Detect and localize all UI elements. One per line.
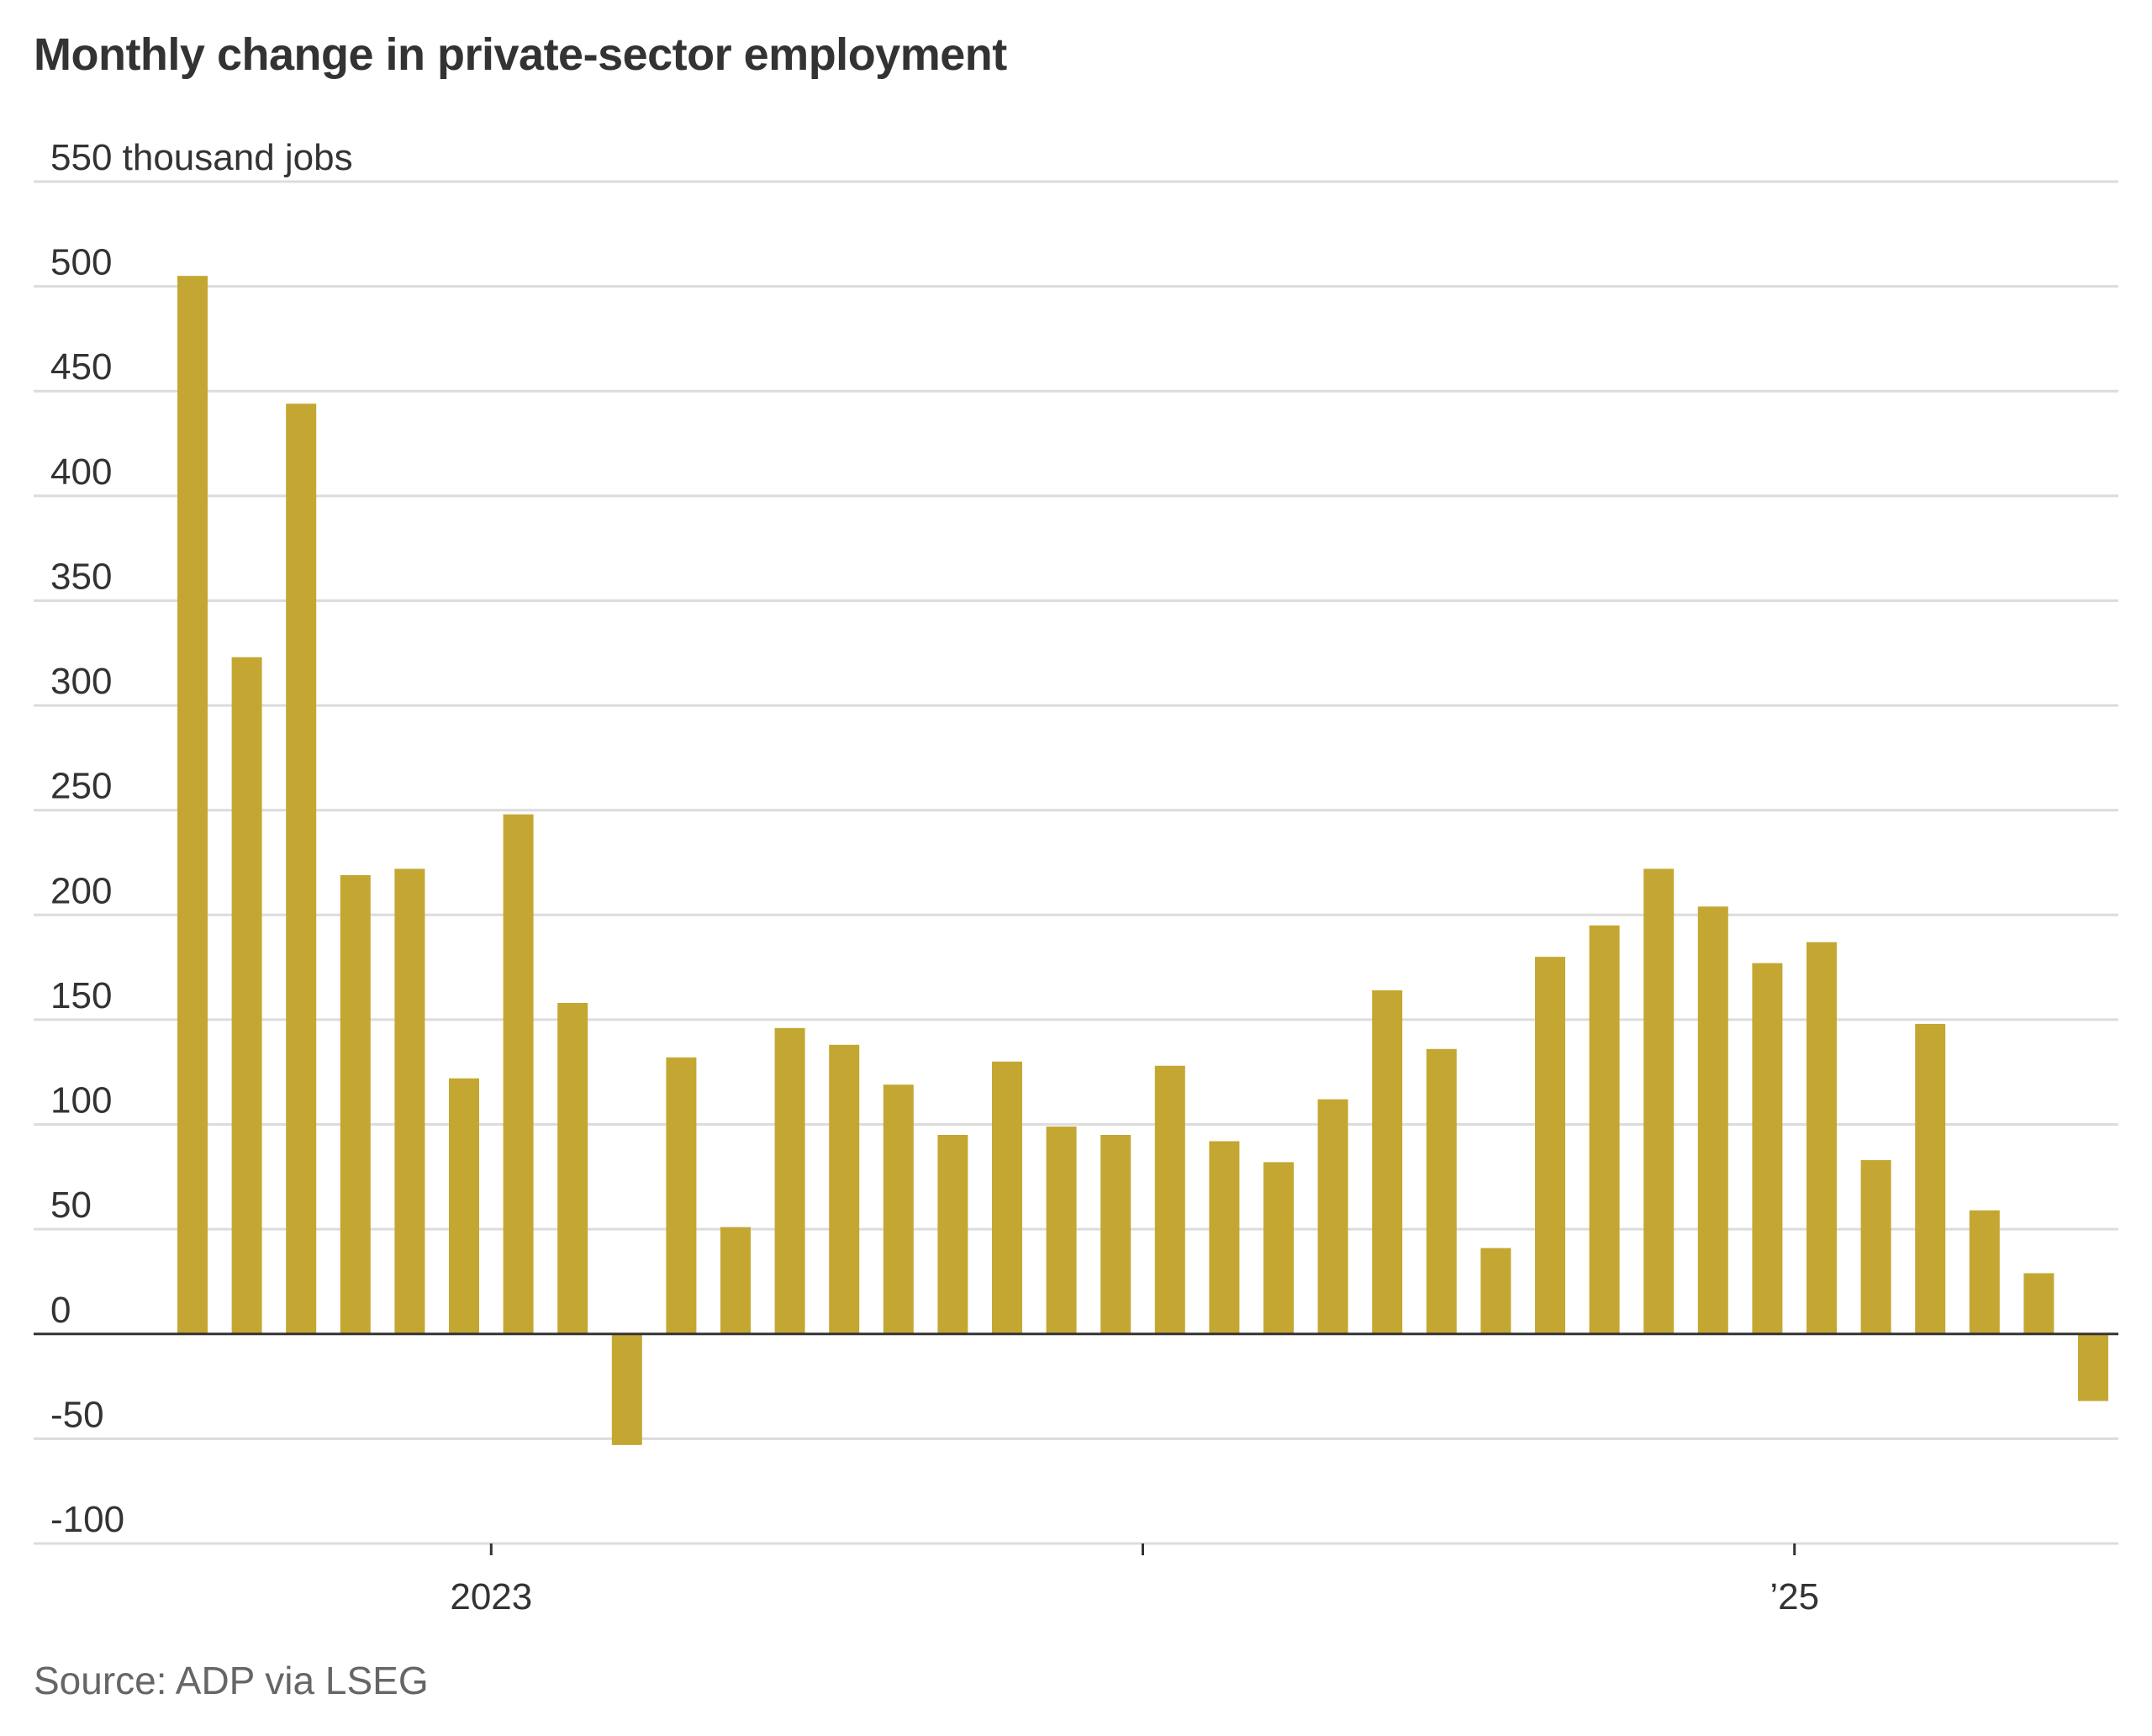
x-tick-label: 2023 [450, 1576, 532, 1617]
bar [1969, 1210, 2000, 1334]
bar [883, 1084, 914, 1334]
bar [1154, 1065, 1185, 1334]
bar [829, 1044, 860, 1334]
bar [1860, 1159, 1891, 1334]
y-tick-label: 550 thousand jobs [50, 137, 353, 178]
bars [177, 276, 2108, 1445]
bar [774, 1027, 805, 1334]
bar [449, 1078, 479, 1334]
bar [1372, 990, 1403, 1334]
bar [1915, 1023, 1946, 1334]
bar [2023, 1273, 2054, 1334]
bar [2078, 1333, 2108, 1401]
bar [1426, 1048, 1457, 1334]
bar [1263, 1162, 1294, 1334]
bar [1752, 963, 1783, 1334]
y-tick-label: 300 [50, 661, 112, 702]
y-tick-label: -100 [50, 1499, 124, 1540]
y-tick-label: 350 [50, 556, 112, 597]
bar [1317, 1099, 1348, 1334]
bar [1046, 1127, 1077, 1334]
y-tick-label: 200 [50, 870, 112, 911]
bar [937, 1135, 968, 1334]
y-tick-label: 400 [50, 451, 112, 493]
bar [394, 868, 425, 1334]
bar [1100, 1135, 1131, 1334]
source-note: Source: ADP via LSEG [34, 1659, 429, 1702]
chart-title: Monthly change in private-sector employm… [34, 29, 1007, 80]
y-tick-label: -50 [50, 1394, 104, 1435]
y-tick-label: 50 [50, 1185, 92, 1226]
y-tick-label: 150 [50, 975, 112, 1016]
grid-lines [34, 180, 2118, 1545]
bar [231, 657, 262, 1334]
y-tick-label: 0 [50, 1290, 71, 1331]
bar [340, 874, 371, 1334]
bar [177, 276, 208, 1334]
bar [720, 1227, 751, 1334]
bar [611, 1333, 642, 1445]
bar [1697, 906, 1728, 1334]
bar [1209, 1141, 1240, 1334]
tick-labels: 550 thousand jobs50045040035030025020015… [50, 137, 1819, 1617]
x-tick-label: ’25 [1770, 1576, 1819, 1617]
y-tick-label: 450 [50, 346, 112, 388]
bar [286, 404, 317, 1334]
y-tick-label: 250 [50, 766, 112, 807]
y-tick-label: 100 [50, 1080, 112, 1121]
bar [1643, 868, 1675, 1334]
y-tick-label: 500 [50, 242, 112, 283]
bar [1807, 942, 1837, 1334]
bar [557, 1002, 588, 1334]
axes [34, 1332, 2118, 1555]
bar [1480, 1248, 1511, 1334]
bar [503, 814, 534, 1334]
bar [1589, 925, 1620, 1334]
bar [1535, 957, 1565, 1334]
bar [666, 1057, 697, 1334]
bar [992, 1061, 1022, 1334]
